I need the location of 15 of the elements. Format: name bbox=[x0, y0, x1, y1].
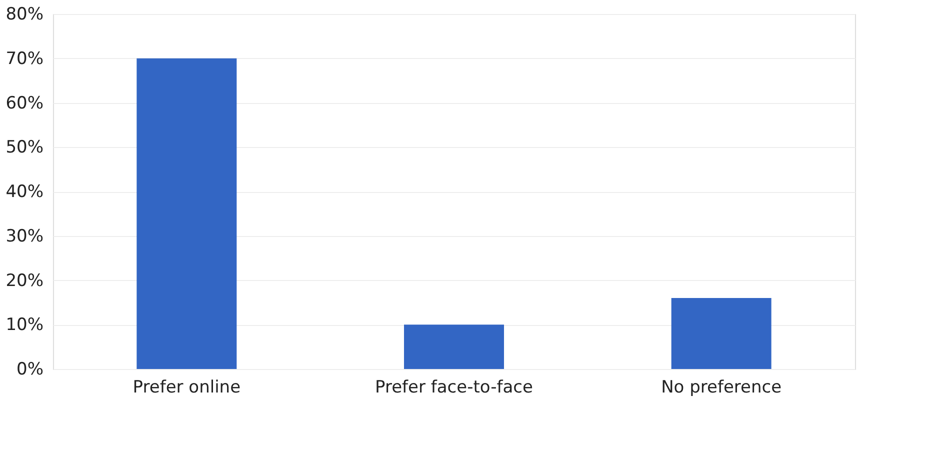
bar bbox=[136, 58, 237, 369]
y-tick-label: 50% bbox=[6, 138, 44, 158]
bar bbox=[404, 324, 504, 369]
x-tick-label: Prefer face-to-face bbox=[375, 378, 533, 398]
y-tick-label: 70% bbox=[6, 48, 44, 69]
y-tick-label: 0% bbox=[16, 360, 44, 380]
y-tick-label: 20% bbox=[6, 270, 44, 291]
y-tick-label: 40% bbox=[6, 182, 44, 202]
bar bbox=[671, 298, 772, 369]
x-tick-label: No preference bbox=[661, 378, 782, 398]
y-tick-label: 10% bbox=[6, 315, 44, 336]
y-tick-label: 60% bbox=[6, 93, 44, 114]
x-tick-label: Prefer online bbox=[132, 378, 241, 398]
y-tick-label: 80% bbox=[6, 4, 44, 24]
y-tick-label: 30% bbox=[6, 226, 44, 246]
